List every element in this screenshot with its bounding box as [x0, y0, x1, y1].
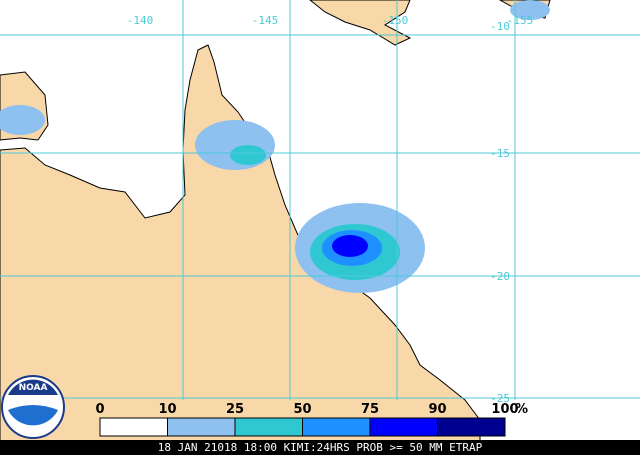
latitude-label: -25 [490, 392, 510, 405]
caption-bar [0, 440, 640, 455]
legend-unit: % [515, 402, 528, 417]
legend-swatch [369, 417, 438, 437]
latitude-label: -15 [490, 147, 510, 160]
rain-10 [195, 120, 275, 170]
latitude-label: -10 [490, 20, 510, 33]
legend-tick: 100 [491, 402, 518, 417]
longitude-label: -155 [507, 14, 534, 27]
legend-tick: 0 [95, 402, 104, 417]
noaa-logo: NOAA [1, 375, 65, 439]
caption: 18 JAN 21018 18:00 KIMI:24HRS PROB >= 50… [158, 441, 483, 454]
legend-tick: 90 [428, 402, 446, 417]
legend-tick: 25 [226, 402, 244, 417]
latitude-label: -20 [490, 270, 510, 283]
rain-25 [230, 145, 266, 165]
longitude-label: -150 [382, 14, 409, 27]
legend-swatch [99, 417, 168, 437]
legend-tick: 75 [361, 402, 379, 417]
legend: 0 10 25 50 75 90 100% [95, 402, 528, 437]
rain-10 [0, 105, 45, 135]
legend-tick: 10 [158, 402, 176, 417]
longitude-label: -140 [127, 14, 154, 27]
legend-swatch [437, 417, 506, 437]
graticule [0, 0, 640, 400]
logo-text: NOAA [19, 383, 48, 393]
legend-swatch [167, 417, 236, 437]
logo-top [8, 379, 58, 395]
rain-75 [332, 235, 368, 257]
legend-tick: 50 [293, 402, 311, 417]
rain-10 [510, 0, 550, 20]
logo-bottom [8, 405, 58, 426]
longitude-label: -145 [252, 14, 279, 27]
land-new-guinea [309, 0, 412, 46]
legend-swatch [302, 417, 371, 437]
rain-areas [0, 0, 550, 293]
legend-swatch [234, 417, 303, 437]
